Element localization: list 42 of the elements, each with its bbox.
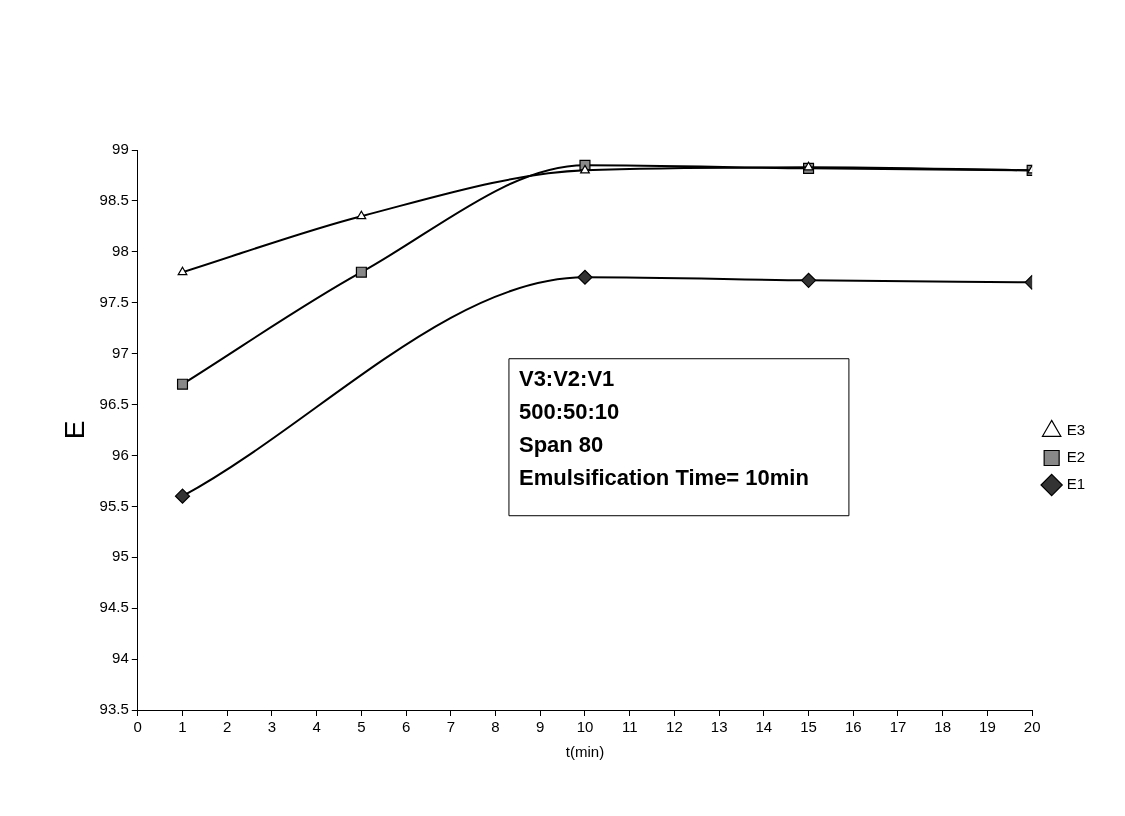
x-tick-label: 20 [1023, 718, 1041, 736]
legend-label: E3 [1066, 421, 1086, 439]
x-tick-label: 4 [312, 718, 321, 736]
x-tick-label: 10 [576, 718, 594, 736]
x-tick-label: 12 [666, 718, 683, 736]
annotation: 500:50:10 [518, 398, 620, 424]
x-tick-label: 18 [934, 718, 952, 736]
y-tick-label: 95 [112, 547, 129, 565]
legend-label: E2 [1066, 448, 1086, 466]
x-tick-label: 3 [267, 718, 277, 736]
x-tick-label: 19 [979, 718, 996, 736]
x-tick-label: 0 [133, 718, 142, 736]
annotation: Emulsification Time= 10min [518, 464, 809, 490]
y-tick-label: 98.5 [99, 191, 129, 209]
x-tick-label: 17 [889, 718, 907, 736]
x-tick-label: 2 [223, 718, 232, 736]
x-tick-label: 8 [491, 718, 500, 736]
y-tick-label: 98 [112, 241, 129, 259]
x-tick-label: 9 [536, 718, 545, 736]
y-axis-title: E [58, 420, 90, 440]
y-tick-label: 99 [112, 140, 129, 158]
y-tick-label: 96 [112, 445, 129, 463]
x-tick-label: 6 [401, 718, 411, 736]
y-tick-label: 96.5 [99, 394, 129, 412]
y-tick-label: 95.5 [99, 496, 129, 514]
legend-label: E1 [1066, 475, 1086, 493]
y-tick-label: 94.5 [99, 598, 129, 616]
x-tick-label: 1 [178, 718, 187, 736]
x-tick-label: 7 [446, 718, 455, 736]
x-tick-label: 11 [621, 718, 638, 736]
y-tick-label: 93.5 [99, 700, 129, 718]
y-tick-label: 97.5 [99, 292, 129, 310]
x-axis-title: t(min) [565, 743, 605, 761]
x-tick-label: 14 [755, 718, 773, 736]
x-tick-label: 16 [844, 718, 862, 736]
x-tick-label: 15 [800, 718, 817, 736]
x-tick-label: 5 [357, 718, 366, 736]
annotation: Span 80 [518, 431, 604, 457]
x-tick-label: 13 [710, 718, 728, 736]
y-tick-label: 94 [112, 649, 129, 667]
y-tick-label: 97 [112, 343, 129, 361]
annotation: V3:V2:V1 [518, 365, 615, 391]
